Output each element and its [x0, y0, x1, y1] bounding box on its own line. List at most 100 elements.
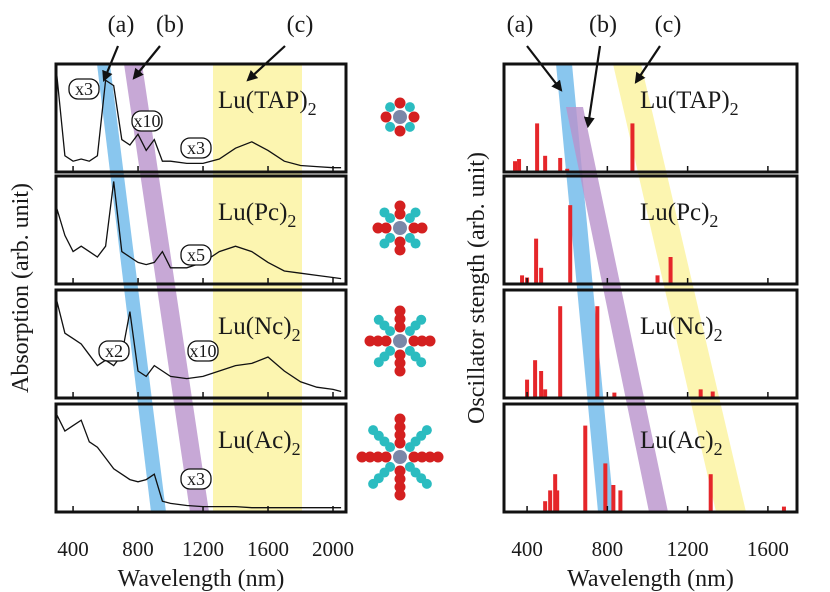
panel-subscript: 2 [308, 99, 317, 119]
stick [539, 371, 543, 398]
panel-subscript: 2 [714, 439, 723, 459]
atom [405, 122, 415, 132]
atom [374, 357, 384, 367]
atom [411, 239, 421, 249]
panel-subscript: 2 [292, 325, 301, 345]
atom [385, 102, 395, 112]
panel-name: Lu(Pc) [640, 199, 709, 226]
panel-name: Lu(Nc) [218, 313, 292, 340]
atom [365, 336, 376, 347]
atom [395, 98, 406, 109]
annotation: x5 [187, 245, 205, 265]
panel-name: Lu(Ac) [640, 427, 714, 454]
x-tick-label: 400 [57, 537, 89, 561]
stick [618, 490, 622, 512]
atom [374, 315, 384, 325]
atom [381, 112, 392, 123]
atom [395, 366, 406, 377]
stick [543, 156, 547, 172]
atom [425, 336, 436, 347]
annotation: x10 [190, 341, 217, 361]
atom [393, 221, 407, 235]
atom [368, 479, 378, 489]
x-tick-label: 800 [122, 537, 154, 561]
stick [517, 159, 521, 172]
band-label: (b) [156, 12, 184, 38]
atom [433, 452, 444, 463]
stick [534, 239, 538, 284]
annotation: x10 [134, 111, 161, 131]
band-arrow [527, 46, 561, 90]
panel-name: Lu(Pc) [218, 199, 287, 226]
stick [558, 306, 562, 398]
atom [416, 357, 426, 367]
y-axis-label: Absorption (arb. unit) [8, 183, 34, 393]
atom [395, 490, 406, 501]
y-axis-label: Oscillator stength (arb. unit) [464, 152, 490, 424]
stick [533, 360, 537, 398]
atom [405, 102, 415, 112]
panel-subscript: 2 [287, 211, 296, 231]
stick [513, 161, 517, 172]
panel-frame [56, 176, 346, 284]
atom [422, 425, 432, 435]
stick [709, 474, 713, 512]
atom [411, 207, 421, 217]
panel-name: Lu(Ac) [218, 427, 292, 454]
band-label: (b) [589, 12, 617, 38]
band-arrow [134, 46, 160, 78]
atom [395, 126, 406, 137]
stick [630, 123, 634, 172]
panel-subscript: 2 [709, 211, 718, 231]
atom [373, 223, 384, 234]
stick [611, 485, 615, 512]
atom [395, 306, 406, 317]
annotation: x2 [105, 341, 123, 361]
stick [603, 463, 607, 512]
panel-name: Lu(TAP) [640, 87, 730, 114]
stick [543, 501, 547, 512]
atom [379, 207, 389, 217]
panel-name: Lu(TAP) [218, 87, 308, 114]
x-tick-label: 1600 [747, 537, 789, 561]
atom [395, 245, 406, 256]
atom [393, 110, 407, 124]
annotation: x3 [187, 138, 205, 158]
atom [395, 414, 406, 425]
stick [558, 158, 562, 172]
atom [393, 450, 407, 464]
band-arrow [588, 46, 600, 126]
x-axis-label: Wavelength (nm) [567, 566, 734, 592]
stick [548, 490, 552, 512]
stick [669, 257, 673, 284]
stick [595, 306, 599, 398]
annotation: x3 [75, 79, 93, 99]
band-label: (a) [507, 12, 534, 38]
atom [357, 452, 368, 463]
atom [417, 223, 428, 234]
band-label: (a) [108, 12, 135, 38]
x-tick-label: 2000 [312, 537, 354, 561]
x-tick-label: 1200 [182, 537, 224, 561]
stick [535, 123, 539, 172]
stick [583, 426, 587, 512]
panel-name: Lu(Nc) [640, 313, 714, 340]
panel-label: Lu(TAP)2 [640, 87, 739, 119]
figure: (a)(a)(b)(b)(c)(c)x3x10x3Lu(TAP)2x5Lu(Pc… [0, 0, 830, 592]
stick [568, 205, 572, 284]
molecule-icons [357, 98, 444, 501]
atom [379, 239, 389, 249]
panel-subscript: 2 [730, 99, 739, 119]
panel-frame [504, 290, 797, 398]
atom [395, 201, 406, 212]
atom [422, 479, 432, 489]
x-axis-label: Wavelength (nm) [118, 566, 285, 592]
atom [416, 315, 426, 325]
panel-subscript: 2 [714, 325, 723, 345]
atom [409, 112, 420, 123]
x-tick-label: 400 [511, 537, 543, 561]
stick [539, 268, 543, 284]
x-tick-label: 800 [592, 537, 624, 561]
atom [368, 425, 378, 435]
x-tick-label: 1200 [667, 537, 709, 561]
